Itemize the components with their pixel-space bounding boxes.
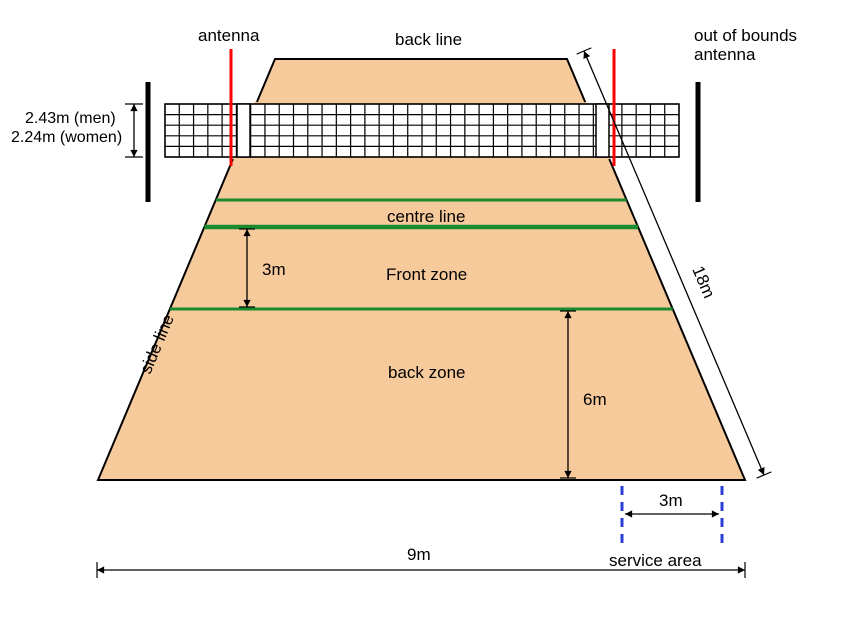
label-front-zone: Front zone [386,265,467,284]
label-antenna-right: antenna [694,45,756,64]
net-band-left [237,104,250,157]
label-3m-service: 3m [659,491,683,510]
label-back-zone: back zone [388,363,466,382]
label-out-of-bounds: out of bounds [694,26,797,45]
label-antenna-left: antenna [198,26,260,45]
label-back-line: back line [395,30,462,49]
label-service-area: service area [609,551,702,570]
label-net-men: 2.43m (men) [25,110,116,127]
label-3m-front: 3m [262,260,286,279]
label-centre-line: centre line [387,207,465,226]
label-6m: 6m [583,390,607,409]
label-9m: 9m [407,545,431,564]
label-18m: 18m [688,263,718,301]
label-net-women: 2.24m (women) [11,129,122,146]
net-band-right [596,104,609,157]
